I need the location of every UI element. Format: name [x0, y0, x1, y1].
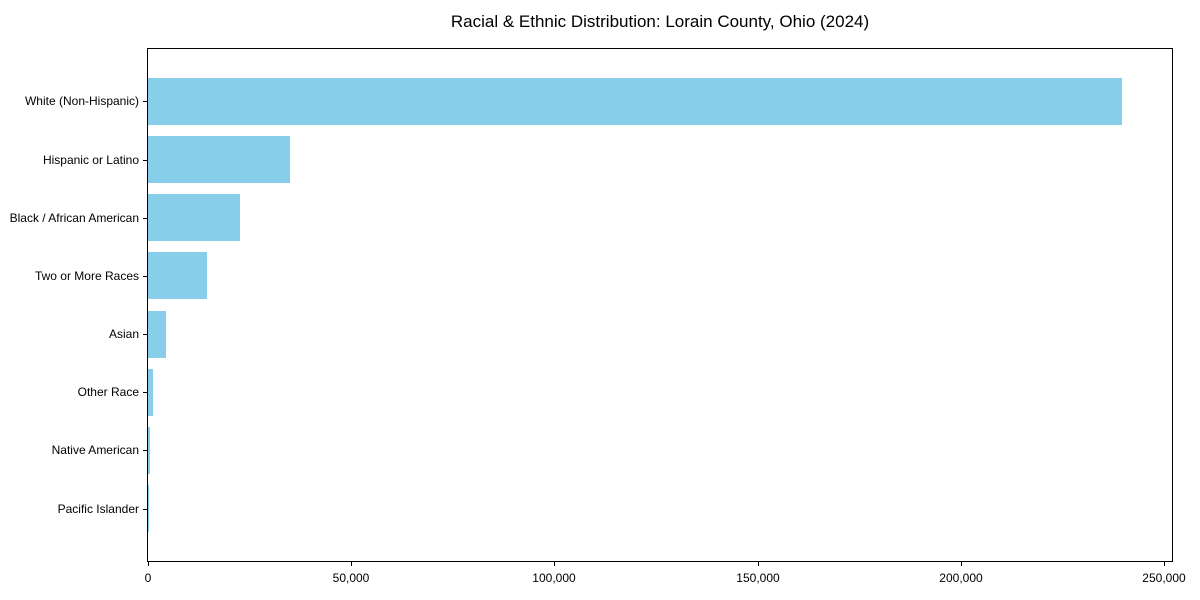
y-tick-label-other-race: Other Race	[77, 385, 139, 399]
y-tick-label-white-non-hispanic: White (Non-Hispanic)	[24, 94, 139, 108]
bar-native-american	[148, 427, 151, 474]
x-tick-label-100000: 100,000	[532, 571, 576, 585]
y-tick-mark	[143, 218, 147, 219]
bar-two-or-more-races	[148, 252, 207, 299]
y-tick-label-two-or-more-races: Two or More Races	[34, 269, 139, 283]
x-tick-mark	[148, 562, 149, 566]
x-tick-mark	[961, 562, 962, 566]
y-tick-mark	[143, 509, 147, 510]
y-tick-label-asian: Asian	[108, 327, 139, 341]
bar-pacific-islander	[148, 485, 149, 532]
y-tick-label-hispanic-or-latino: Hispanic or Latino	[42, 153, 139, 167]
y-tick-mark	[143, 334, 147, 335]
y-tick-mark	[143, 160, 147, 161]
x-tick-mark	[351, 562, 352, 566]
x-tick-mark	[1164, 562, 1165, 566]
chart-title: Racial & Ethnic Distribution: Lorain Cou…	[450, 12, 870, 31]
bar-asian	[148, 311, 166, 358]
y-tick-mark	[143, 450, 147, 451]
bar-hispanic-or-latino	[148, 136, 291, 183]
x-tick-label-0: 0	[144, 571, 152, 585]
bar-other-race	[148, 369, 154, 416]
x-tick-label-250000: 250,000	[1142, 571, 1186, 585]
x-tick-mark	[554, 562, 555, 566]
y-tick-mark	[143, 276, 147, 277]
x-tick-mark	[758, 562, 759, 566]
y-tick-mark	[143, 101, 147, 102]
x-tick-label-200000: 200,000	[939, 571, 983, 585]
y-tick-label-black-african-american: Black / African American	[9, 211, 139, 225]
plot-area	[147, 48, 1173, 562]
bar-black-african-american	[148, 194, 240, 241]
x-tick-label-150000: 150,000	[736, 571, 780, 585]
bar-white-non-hispanic	[148, 78, 1122, 125]
y-tick-label-pacific-islander: Pacific Islander	[57, 502, 139, 516]
x-tick-label-50000: 50,000	[332, 571, 370, 585]
y-tick-label-native-american: Native American	[51, 443, 139, 457]
y-tick-mark	[143, 392, 147, 393]
